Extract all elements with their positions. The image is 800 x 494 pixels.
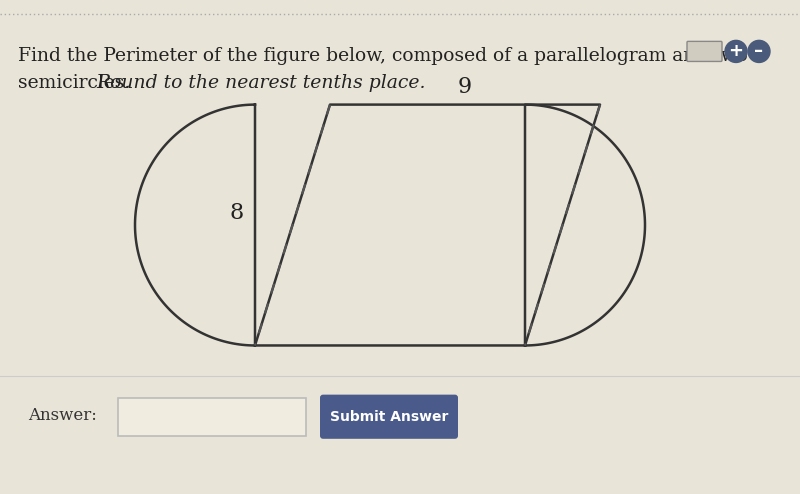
Circle shape [748,41,770,62]
Text: +: + [729,42,743,60]
Circle shape [725,41,747,62]
Text: Find the Perimeter of the figure below, composed of a parallelogram and two: Find the Perimeter of the figure below, … [18,47,748,65]
FancyBboxPatch shape [320,395,458,439]
Text: –: – [754,42,763,60]
Text: Answer:: Answer: [28,407,97,424]
Text: 8: 8 [230,202,244,224]
Polygon shape [135,105,255,345]
Text: 9: 9 [458,76,472,97]
Text: Round to the nearest tenths place.: Round to the nearest tenths place. [96,75,426,92]
Polygon shape [525,105,645,345]
Text: semicircles.: semicircles. [18,75,136,92]
Bar [118,398,306,436]
FancyBboxPatch shape [687,41,722,61]
Text: Submit Answer: Submit Answer [330,410,448,424]
Polygon shape [255,105,600,345]
